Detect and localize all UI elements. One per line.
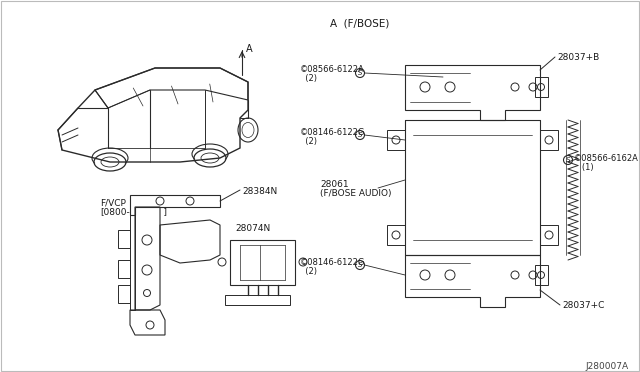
Text: (1): (1) [574, 163, 594, 172]
Text: ©08146-6122G: ©08146-6122G [300, 128, 365, 137]
Text: A: A [246, 44, 253, 54]
Text: A  (F/BOSE): A (F/BOSE) [330, 18, 389, 28]
Text: (2): (2) [300, 137, 317, 146]
Text: ]: ] [152, 207, 167, 216]
Text: (F/BOSE AUDIO): (F/BOSE AUDIO) [320, 189, 392, 198]
Text: 28384N: 28384N [242, 187, 277, 196]
Text: ©08566-6162A: ©08566-6162A [574, 154, 639, 163]
Text: [0800-: [0800- [100, 207, 130, 216]
Text: ©08146-6122G: ©08146-6122G [300, 258, 365, 267]
Text: 28074N: 28074N [235, 224, 270, 233]
Text: (2): (2) [300, 74, 317, 83]
Text: F/VCP: F/VCP [100, 198, 126, 207]
Text: S: S [358, 132, 362, 138]
Text: J280007A: J280007A [585, 362, 628, 371]
Text: S: S [358, 262, 362, 268]
Text: (2): (2) [300, 267, 317, 276]
Text: 28037+C: 28037+C [562, 301, 604, 310]
Text: 28061: 28061 [320, 180, 349, 189]
Text: ©08566-6122A: ©08566-6122A [300, 65, 365, 74]
Text: S: S [566, 157, 570, 163]
Text: 28037+B: 28037+B [557, 53, 599, 62]
Text: S: S [358, 70, 362, 76]
